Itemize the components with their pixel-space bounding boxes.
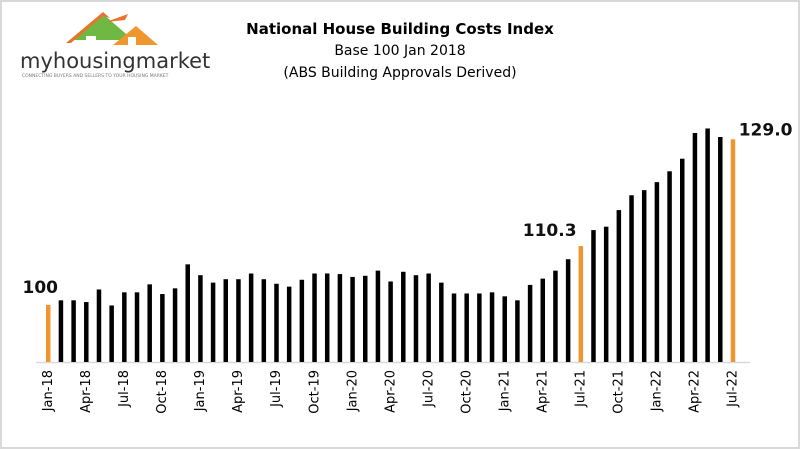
bar: [641, 190, 647, 362]
x-tick-label: Jan-19: [193, 370, 208, 412]
bar: [363, 275, 368, 362]
bar: [680, 158, 685, 362]
bar: [502, 296, 507, 362]
logo-text: myhousingmarket: [20, 49, 210, 73]
bar: [261, 279, 267, 362]
myhousingmarket-logo: myhousingmarket CONNECTING BUYERS AND SE…: [18, 10, 213, 80]
x-tick-label: Oct-21: [612, 370, 627, 414]
data-label: 100: [23, 278, 59, 298]
x-tick-label: Apr-19: [231, 370, 246, 413]
bar: [464, 293, 469, 362]
bar: [616, 210, 622, 362]
chart-title: National House Building Costs Index: [246, 20, 554, 38]
x-tick-label: Apr-22: [688, 370, 703, 413]
bar: [84, 302, 89, 362]
bar: [413, 275, 419, 362]
bar: [692, 133, 698, 362]
bar: [350, 276, 355, 362]
bar: [527, 284, 533, 362]
data-label: 110.3: [523, 221, 577, 241]
bar: [299, 279, 305, 362]
bar: [553, 270, 558, 362]
logo-tagline: CONNECTING BUYERS AND SELLERS TO YOUR HO…: [22, 73, 169, 79]
bar: [210, 282, 216, 362]
bar: [147, 284, 152, 362]
x-tick-label: Jan-20: [345, 370, 360, 412]
bar: [122, 292, 127, 362]
highlighted-bar: [578, 246, 584, 362]
bar: [71, 300, 76, 362]
bar: [489, 292, 495, 362]
bar: [312, 273, 317, 362]
x-tick-label: Apr-18: [79, 370, 94, 413]
x-tick-label: Apr-20: [383, 370, 398, 413]
bar: [565, 259, 571, 362]
bar: [540, 278, 546, 362]
bar: [667, 171, 672, 362]
bar: [337, 274, 343, 362]
bar: [286, 286, 292, 362]
x-tick-label: Jul-21: [574, 370, 589, 408]
x-tick-label: Jul-22: [726, 370, 741, 408]
x-tick-label: Oct-20: [459, 370, 474, 414]
bar: [375, 270, 381, 362]
x-tick-label: Jan-18: [41, 370, 56, 412]
bar: [426, 273, 431, 362]
x-tick-label: Jul-20: [421, 370, 436, 408]
x-tick-label: Apr-21: [536, 370, 551, 413]
bar: [274, 283, 279, 362]
bar: [705, 128, 710, 362]
x-tick-label: Jul-18: [117, 370, 132, 408]
bar: [236, 279, 241, 362]
bar: [324, 273, 330, 362]
x-tick-label: Oct-18: [155, 370, 170, 414]
bar: [172, 288, 178, 362]
chart-subtitle-2: (ABS Building Approvals Derived): [283, 65, 517, 81]
bar: [109, 305, 114, 362]
bar: [401, 271, 406, 362]
highlighted-bar: [46, 304, 51, 362]
x-tick-label: Jan-22: [650, 370, 665, 412]
x-tick-label: Jan-21: [497, 370, 512, 412]
bar: [654, 182, 660, 362]
bar: [591, 230, 596, 362]
data-label: 129.0: [739, 120, 793, 140]
bar: [58, 300, 64, 362]
bar: [477, 293, 482, 362]
bar: [223, 279, 229, 362]
bar: [439, 282, 444, 362]
x-tick-label: Oct-19: [307, 370, 322, 414]
highlighted-bar: [730, 139, 736, 362]
chart-subtitle: Base 100 Jan 2018: [334, 43, 466, 59]
bar: [388, 281, 393, 362]
bar: [629, 195, 634, 362]
bar: [160, 294, 165, 362]
bar: [248, 273, 254, 362]
bar: [96, 289, 102, 362]
bar: [718, 137, 723, 362]
x-tick-label: Jul-19: [269, 370, 284, 408]
bar: [515, 300, 520, 362]
bar: [198, 275, 203, 362]
bar: [185, 264, 190, 362]
bar: [134, 292, 140, 362]
bar: [603, 226, 609, 362]
bar: [451, 293, 457, 362]
